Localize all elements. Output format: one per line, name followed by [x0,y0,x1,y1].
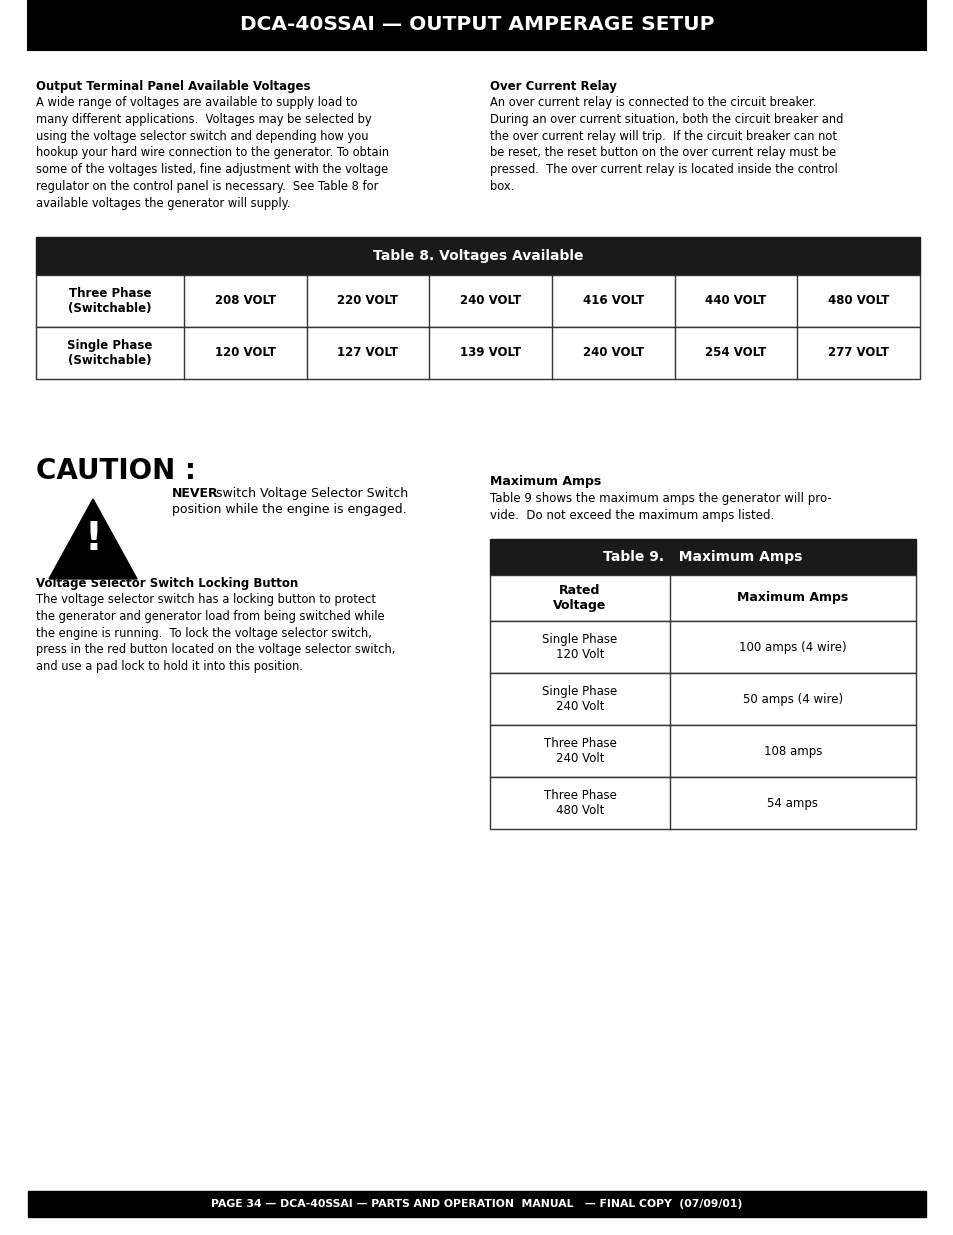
Text: An over current relay is connected to the circuit breaker.
During an over curren: An over current relay is connected to th… [490,96,842,193]
Text: Single Phase
240 Volt: Single Phase 240 Volt [542,685,617,713]
Text: Three Phase
(Switchable): Three Phase (Switchable) [69,287,152,315]
Text: 277 VOLT: 277 VOLT [827,347,888,359]
Text: Table 8. Voltages Available: Table 8. Voltages Available [373,249,582,263]
Text: Three Phase
480 Volt: Three Phase 480 Volt [543,789,616,818]
Text: 240 VOLT: 240 VOLT [582,347,643,359]
Text: Single Phase
(Switchable): Single Phase (Switchable) [68,338,152,367]
Text: 139 VOLT: 139 VOLT [459,347,520,359]
Bar [490,725,915,777]
Text: Single Phase
120 Volt: Single Phase 120 Volt [542,634,617,661]
Text: 220 VOLT: 220 VOLT [337,294,398,308]
Text: Rated
Voltage: Rated Voltage [553,584,606,613]
Text: position while the engine is engaged.: position while the engine is engaged. [172,503,406,516]
Bar [36,275,919,327]
Text: 127 VOLT: 127 VOLT [337,347,398,359]
Text: 240 VOLT: 240 VOLT [459,294,520,308]
Text: 108 amps: 108 amps [763,745,821,757]
Text: 100 amps (4 wire): 100 amps (4 wire) [739,641,846,653]
Bar [490,538,915,576]
Text: Table 9.   Maximum Amps: Table 9. Maximum Amps [602,550,801,564]
Text: 120 VOLT: 120 VOLT [214,347,275,359]
Text: Voltage Selector Switch Locking Button: Voltage Selector Switch Locking Button [36,577,298,590]
Text: 254 VOLT: 254 VOLT [704,347,766,359]
Text: Maximum Amps: Maximum Amps [490,475,600,488]
Text: 416 VOLT: 416 VOLT [582,294,643,308]
Polygon shape [49,499,137,579]
Bar [36,327,919,379]
Text: Maximum Amps: Maximum Amps [737,592,848,604]
Text: PAGE 34 — DCA-40SSAI — PARTS AND OPERATION  MANUAL   — FINAL COPY  (07/09/01): PAGE 34 — DCA-40SSAI — PARTS AND OPERATI… [212,1199,741,1209]
Text: switch Voltage Selector Switch: switch Voltage Selector Switch [212,487,408,500]
Text: 54 amps: 54 amps [767,797,818,809]
Text: DCA-40SSAI — OUTPUT AMPERAGE SETUP: DCA-40SSAI — OUTPUT AMPERAGE SETUP [239,16,714,35]
Bar [490,576,915,621]
Text: 208 VOLT: 208 VOLT [214,294,275,308]
Text: 50 amps (4 wire): 50 amps (4 wire) [742,693,842,705]
Text: 440 VOLT: 440 VOLT [704,294,766,308]
Text: The voltage selector switch has a locking button to protect
the generator and ge: The voltage selector switch has a lockin… [36,593,395,673]
Text: NEVER: NEVER [172,487,218,500]
Text: Over Current Relay: Over Current Relay [490,80,617,93]
Bar [490,621,915,673]
Bar [36,237,919,275]
Bar [490,673,915,725]
Text: Three Phase
240 Volt: Three Phase 240 Volt [543,737,616,764]
Text: CAUTION :: CAUTION : [36,457,195,485]
Bar [28,0,925,49]
Text: Table 9 shows the maximum amps the generator will pro-
vide.  Do not exceed the : Table 9 shows the maximum amps the gener… [490,492,831,522]
Text: Output Terminal Panel Available Voltages: Output Terminal Panel Available Voltages [36,80,310,93]
Text: 480 VOLT: 480 VOLT [827,294,888,308]
Text: !: ! [84,520,102,558]
Bar [28,1191,925,1216]
Text: A wide range of voltages are available to supply load to
many different applicat: A wide range of voltages are available t… [36,96,389,210]
Bar [490,777,915,829]
